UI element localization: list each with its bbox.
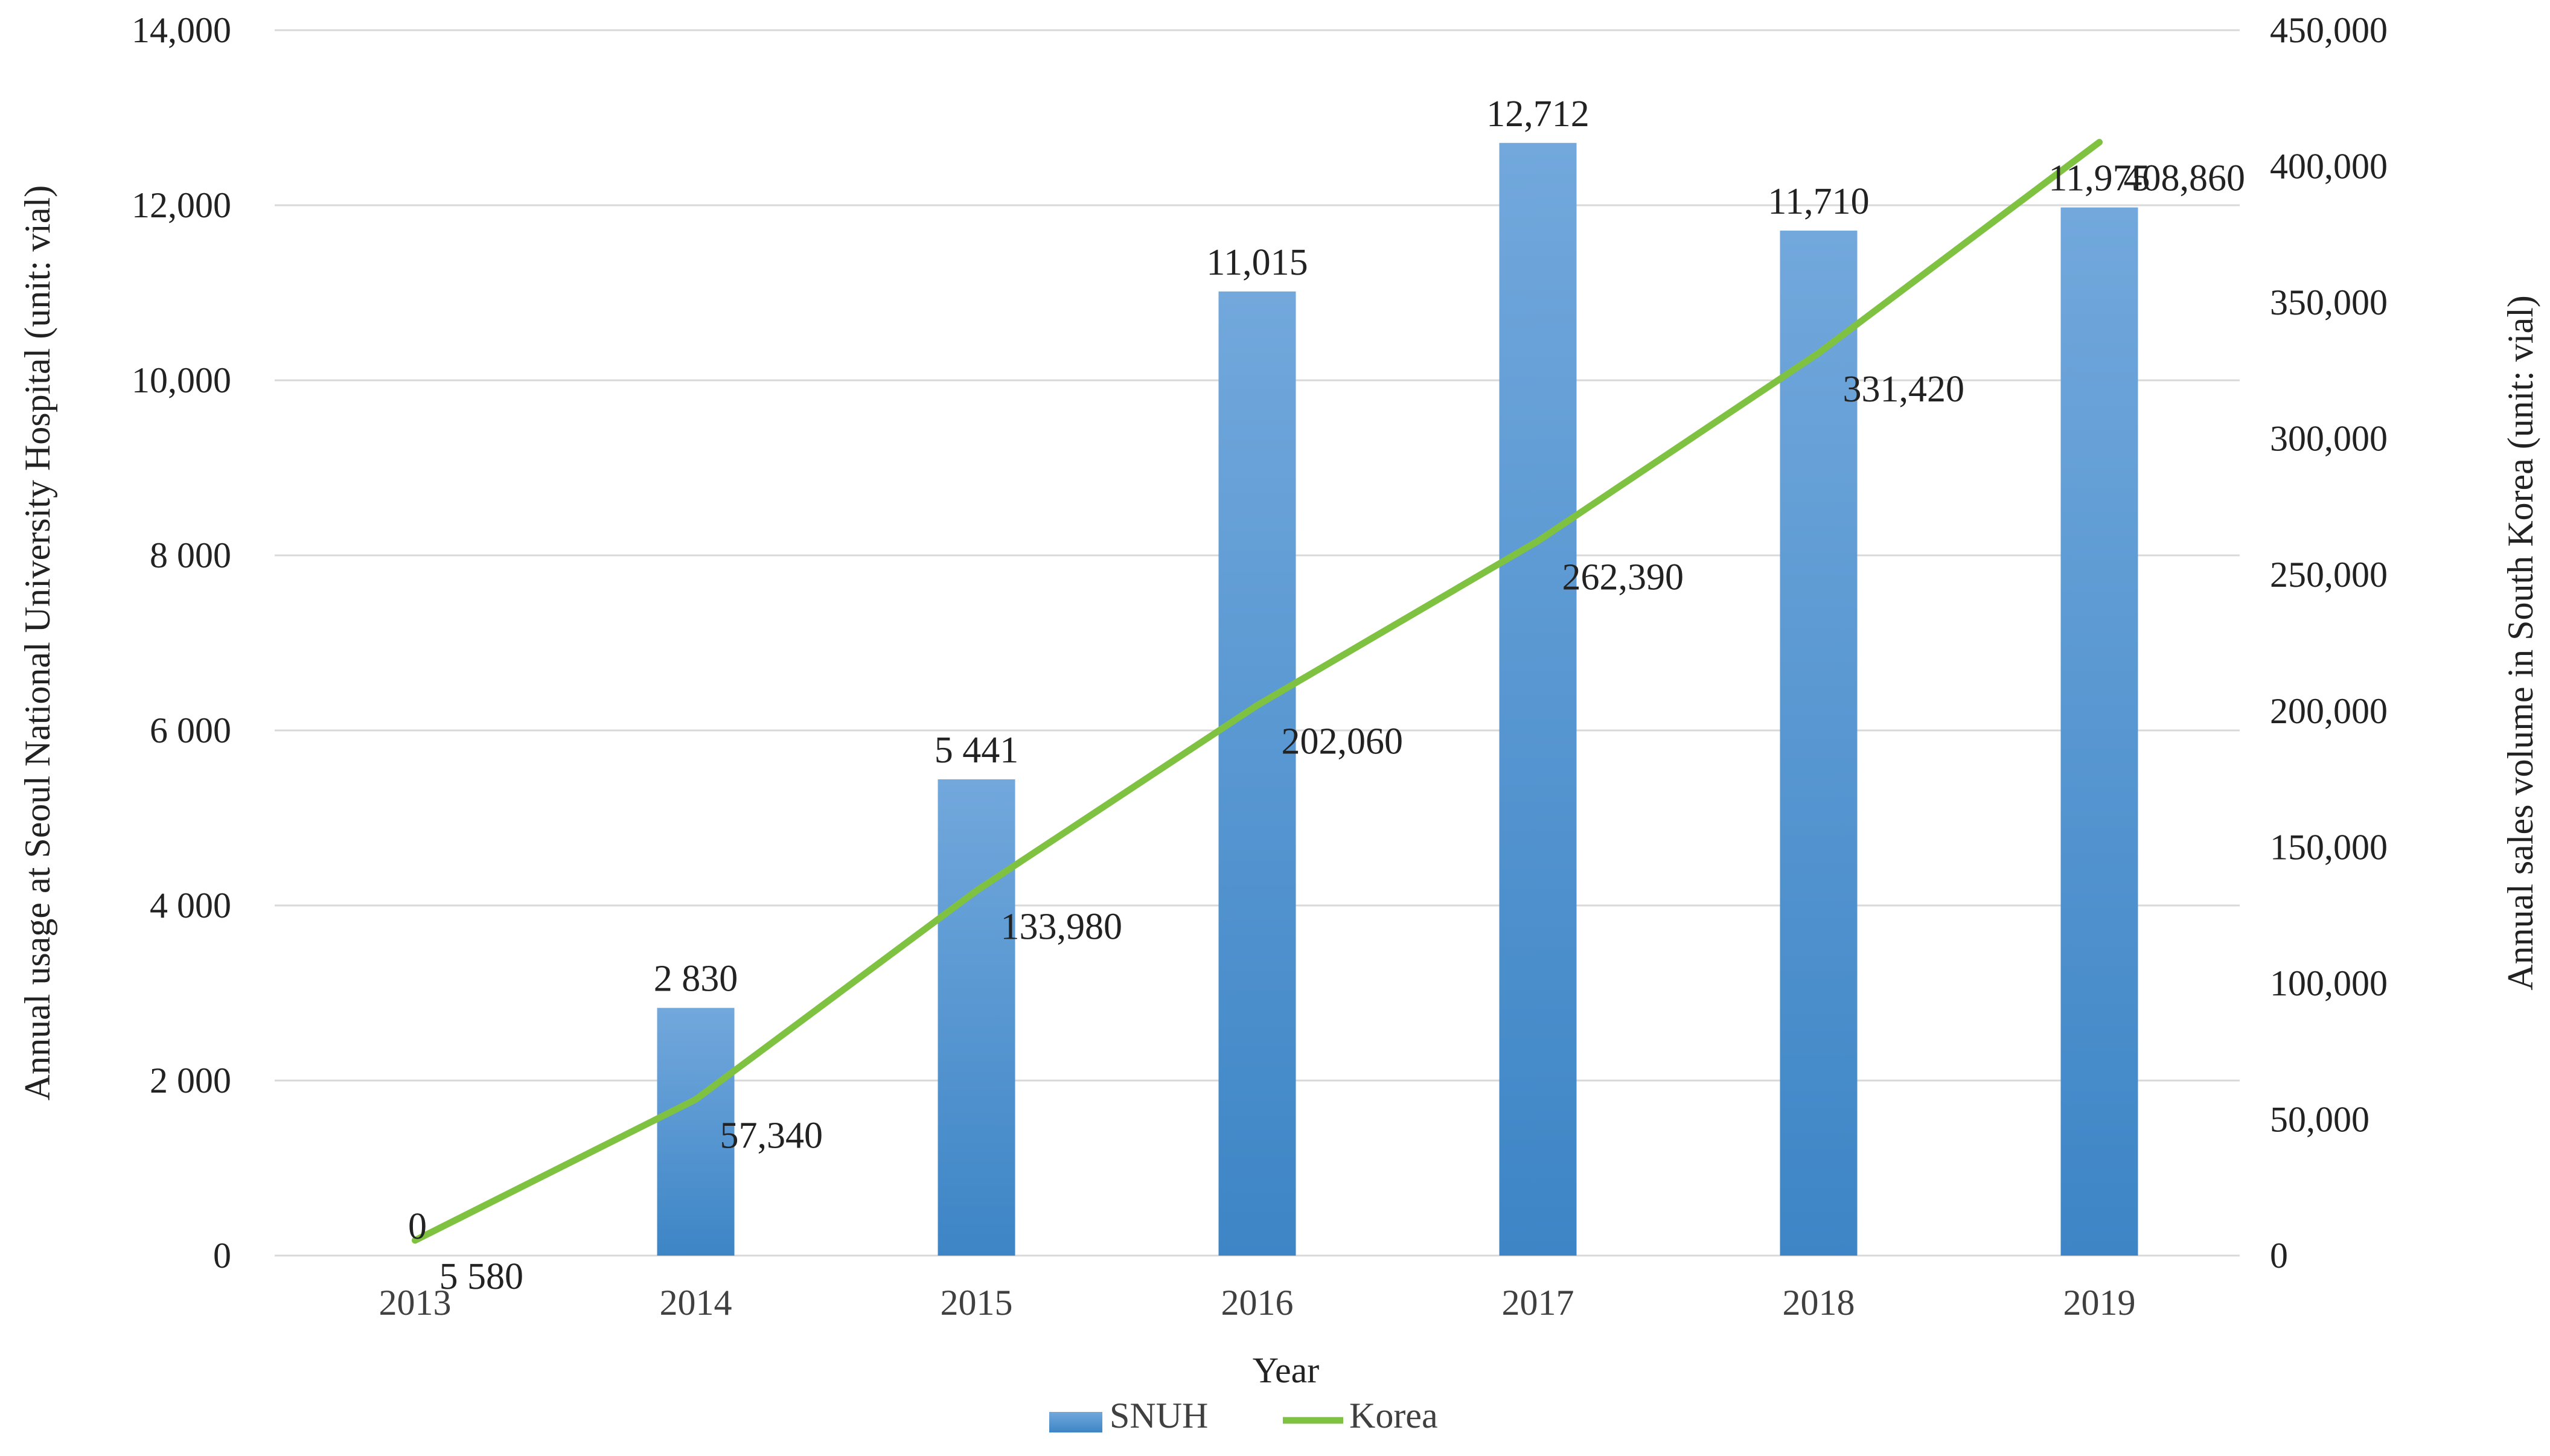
y-tick-label: 2 000 <box>150 1061 231 1100</box>
line-point-korea-2016 <box>1256 704 1259 707</box>
data-labels: 0 2 830 5 441 11,015 12,712 11,710 11,975 5 580… <box>408 94 2245 1297</box>
line-value-label: 202,060 <box>1282 721 1404 762</box>
bar-value-label: 11,015 <box>1206 242 1308 283</box>
legend-label-snuh: SNUH <box>1110 1396 1208 1435</box>
x-tick-label: 2018 <box>1783 1283 1855 1323</box>
line-point-korea-2017 <box>1536 540 1539 543</box>
line-value-label: 5 580 <box>439 1256 524 1297</box>
bar-snuh-2019 <box>2060 207 2138 1256</box>
bar-snuh-2016 <box>1218 291 1296 1256</box>
line-series <box>412 139 2103 1244</box>
y-tick-label: 14,000 <box>132 10 231 50</box>
y2-tick-label: 250,000 <box>2270 555 2388 595</box>
bar-value-label: 5 441 <box>935 730 1019 771</box>
y-tick-label: 0 <box>213 1236 231 1276</box>
bar-series <box>657 142 2138 1256</box>
legend-label-korea: Korea <box>1349 1396 1438 1435</box>
bar-value-label: 2 830 <box>654 959 738 1000</box>
y-tick-label: 6 000 <box>150 710 231 750</box>
y2-axis-title: Annual sales volume in South Korea (unit… <box>2500 295 2540 990</box>
legend-swatch-snuh <box>1049 1412 1102 1432</box>
x-tick-label: 2016 <box>1221 1283 1294 1323</box>
y-axis-title: Annual usage at Seoul National Universit… <box>18 185 57 1100</box>
line-value-label: 262,390 <box>1562 557 1684 598</box>
y2-tick-label: 450,000 <box>2270 10 2388 50</box>
line-value-label: 133,980 <box>1001 907 1123 948</box>
bar-value-label: 11,710 <box>1768 181 1869 222</box>
y-tick-label: 12,000 <box>132 185 231 225</box>
bar-snuh-2015 <box>938 779 1015 1256</box>
line-value-label: 408,860 <box>2124 158 2246 199</box>
line-value-label: 331,420 <box>1843 369 1965 410</box>
x-tick-label: 2019 <box>2063 1283 2136 1323</box>
bar-value-label: 12,712 <box>1486 94 1590 135</box>
line-point-korea-2015 <box>975 889 978 892</box>
bar-value-label: 0 <box>408 1206 427 1247</box>
y2-tick-label: 200,000 <box>2270 691 2388 731</box>
line-point-korea-2014 <box>694 1098 697 1101</box>
x-tick-label: 2014 <box>660 1283 732 1323</box>
y2-tick-label: 0 <box>2270 1236 2288 1276</box>
line-point-korea-2013 <box>414 1239 417 1242</box>
y2-tick-label: 300,000 <box>2270 419 2388 459</box>
legend: SNUH Korea <box>1049 1396 1438 1435</box>
axes: 0 2 000 4 000 6 000 8 000 10,000 12,000 14,000 0… <box>18 10 2540 1390</box>
line-point-korea-2018 <box>1817 351 1820 354</box>
bar-value-label: 11,975 <box>2048 158 2150 199</box>
line-point-korea-2019 <box>2098 141 2101 144</box>
y2-tick-label: 150,000 <box>2270 827 2388 867</box>
y2-tick-label: 100,000 <box>2270 963 2388 1003</box>
y2-tick-label: 50,000 <box>2270 1099 2369 1139</box>
y-tick-label: 4 000 <box>150 886 231 925</box>
y2-tick-label: 400,000 <box>2270 147 2388 187</box>
bar-snuh-2014 <box>657 1007 735 1256</box>
x-tick-label: 2013 <box>379 1283 452 1323</box>
y2-tick-label: 350,000 <box>2270 283 2388 322</box>
x-tick-label: 2017 <box>1502 1283 1574 1323</box>
x-tick-label: 2015 <box>941 1283 1013 1323</box>
x-axis-title: Year <box>1253 1350 1320 1390</box>
bar-snuh-2017 <box>1499 142 1577 1256</box>
line-value-label: 57,340 <box>720 1115 823 1156</box>
y-tick-label: 10,000 <box>132 360 231 400</box>
y-tick-label: 8 000 <box>150 535 231 575</box>
bar-snuh-2018 <box>1780 231 1858 1256</box>
